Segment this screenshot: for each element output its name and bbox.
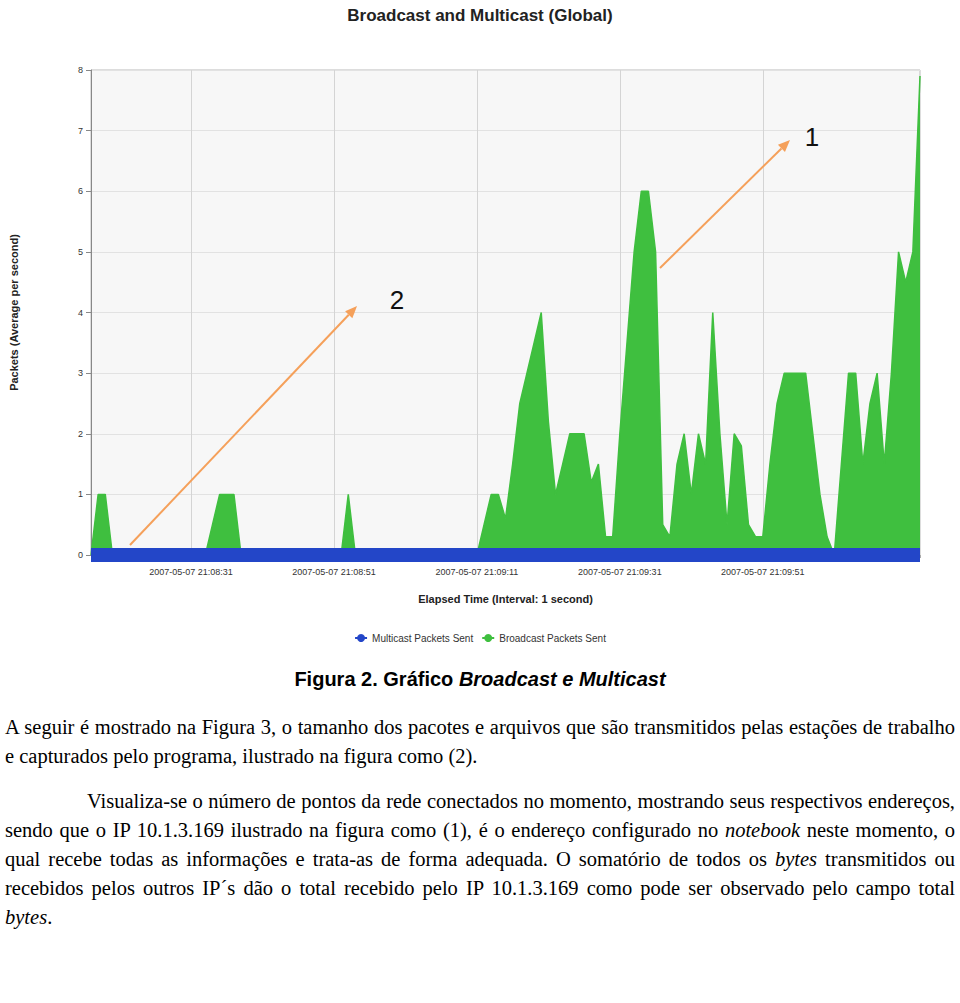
svg-text:Packets (Average per second): Packets (Average per second) (8, 234, 20, 391)
svg-text:Broadcast and Multicast (Globa: Broadcast and Multicast (Global) (347, 6, 612, 25)
html-text:bytes.: bytes. (5, 906, 53, 928)
html-text:A seguir é mostrado na Figura: A seguir é mostrado na Figura 3, o taman… (5, 716, 955, 767)
svg-text:7: 7 (78, 126, 83, 136)
svg-text:1: 1 (805, 122, 819, 152)
svg-text:0: 0 (78, 550, 83, 560)
svg-text:3: 3 (78, 368, 83, 378)
svg-text:2007-05-07 21:09:31: 2007-05-07 21:09:31 (578, 567, 662, 577)
svg-text:6: 6 (78, 186, 83, 196)
svg-text:2007-05-07 21:08:31: 2007-05-07 21:08:31 (149, 567, 233, 577)
svg-text:2007-05-07 21:09:11: 2007-05-07 21:09:11 (435, 567, 518, 577)
svg-text:2007-05-07 21:09:51: 2007-05-07 21:09:51 (721, 567, 805, 577)
svg-text:2: 2 (78, 429, 83, 439)
svg-text:Multicast Packets Sent: Multicast Packets Sent (372, 633, 473, 644)
svg-text:8: 8 (78, 65, 83, 75)
html-text:Visualiza-se o número de ponto: Visualiza-se o número de pontos da rede … (5, 790, 955, 899)
svg-text:4: 4 (78, 308, 83, 318)
html-text:Figura 2. Gráfico Broadcast e: Figura 2. Gráfico Broadcast e Multicast (294, 668, 666, 690)
svg-text:2007-05-07 21:08:51: 2007-05-07 21:08:51 (292, 567, 376, 577)
svg-text:Broadcast Packets Sent: Broadcast Packets Sent (499, 633, 606, 644)
svg-text:5: 5 (78, 247, 83, 257)
svg-text:Elapsed Time (Interval: 1 seco: Elapsed Time (Interval: 1 second) (418, 593, 593, 605)
svg-text:2: 2 (390, 285, 404, 315)
svg-text:1: 1 (78, 489, 83, 499)
